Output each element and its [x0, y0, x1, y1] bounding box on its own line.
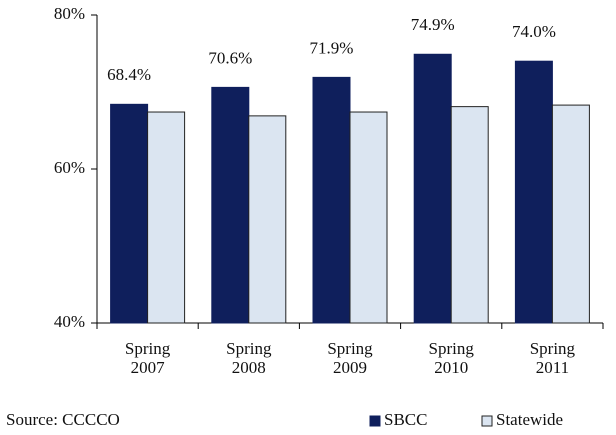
value-label: 74.9%	[411, 15, 455, 34]
bar	[248, 115, 287, 324]
value-label: 68.4%	[107, 65, 151, 84]
legend-item: Statewide	[481, 410, 563, 429]
value-label: 71.9%	[310, 38, 354, 57]
legend-swatch	[369, 415, 381, 427]
x-tick-label: Spring 2010	[429, 339, 475, 377]
legend-item: SBCC	[369, 410, 427, 429]
bar	[514, 60, 553, 324]
x-tick-label: Spring 2007	[125, 339, 171, 377]
y-tick-label: 60%	[54, 158, 85, 177]
legend-label: SBCC	[384, 410, 427, 429]
bar	[312, 76, 351, 324]
value-label: 70.6%	[208, 48, 252, 67]
bar	[110, 103, 149, 324]
legend-label: Statewide	[496, 410, 563, 429]
x-tick-label: Spring 2011	[530, 339, 576, 377]
bar	[147, 111, 186, 324]
bar	[349, 111, 388, 324]
y-tick-label: 40%	[54, 312, 85, 331]
legend-swatch	[481, 415, 493, 427]
y-tick-label: 80%	[54, 4, 85, 23]
source-note: Source: CCCCO	[6, 410, 120, 429]
value-label: 74.0%	[512, 22, 556, 41]
bar	[450, 106, 489, 324]
bar	[413, 53, 452, 324]
bar	[551, 104, 590, 324]
x-tick-label: Spring 2009	[327, 339, 373, 377]
bar	[211, 86, 250, 324]
x-tick-label: Spring 2008	[226, 339, 272, 377]
